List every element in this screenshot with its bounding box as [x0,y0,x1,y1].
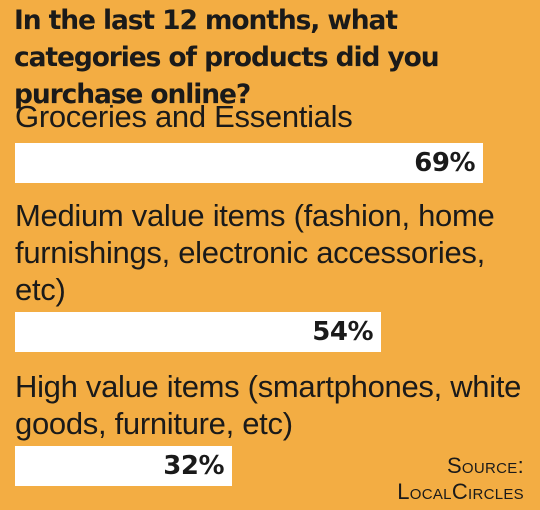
category-label: High value items (smartphones, white goo… [15,369,522,441]
bar: 32% [15,446,232,486]
source-name: LocalCircles [397,479,524,504]
category-label: Medium value items (fashion, home furnis… [15,198,495,307]
category-label: Groceries and Essentials [15,99,353,134]
bar: 54% [15,312,381,352]
value-label: 32% [163,451,224,481]
value-label: 54% [312,317,373,347]
bar: 69% [15,143,483,183]
source-label: Source: [446,453,524,478]
source-note: Source: LocalCircles [397,453,524,505]
chart-title: In the last 12 months, what categories o… [14,5,440,110]
value-label: 69% [414,148,475,178]
